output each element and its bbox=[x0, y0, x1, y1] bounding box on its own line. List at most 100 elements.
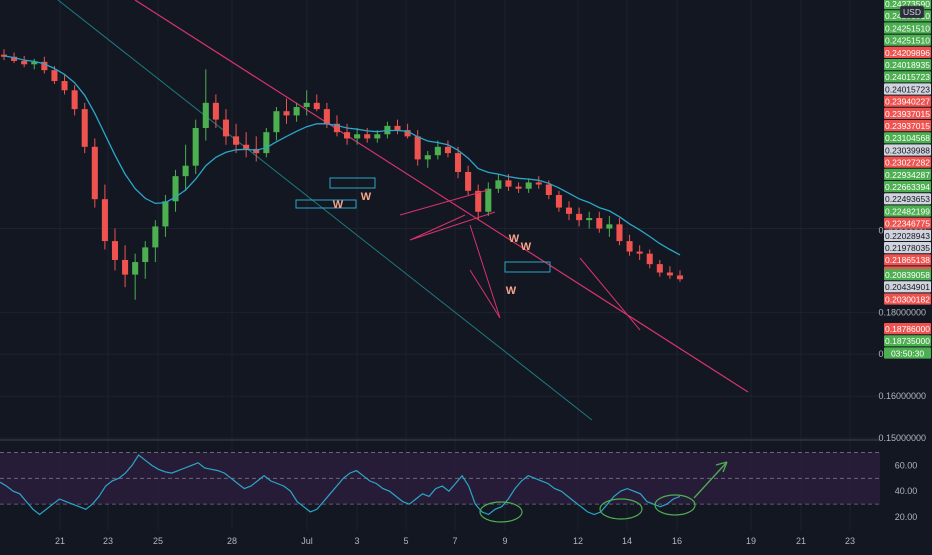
candle-body[interactable] bbox=[142, 247, 148, 262]
candle-body[interactable] bbox=[294, 107, 300, 115]
candle-body[interactable] bbox=[657, 264, 663, 272]
candle-body[interactable] bbox=[283, 111, 289, 115]
candle-body[interactable] bbox=[576, 214, 582, 220]
rsi-axis-tick-label: 20.00 bbox=[895, 512, 918, 522]
price-tag-label: 0.24251510 bbox=[885, 23, 930, 33]
pattern-label: W bbox=[509, 233, 520, 245]
candle-body[interactable] bbox=[72, 90, 78, 109]
candle-body[interactable] bbox=[586, 218, 592, 220]
price-tag-label: 0.20300182 bbox=[885, 294, 930, 304]
rsi-band bbox=[0, 452, 880, 504]
rsi-axis-tick-label: 60.00 bbox=[895, 460, 918, 470]
candle-body[interactable] bbox=[233, 136, 239, 144]
candle-body[interactable] bbox=[485, 189, 491, 212]
candle-body[interactable] bbox=[596, 218, 602, 228]
candle-body[interactable] bbox=[203, 103, 209, 128]
price-tag-label: 0.23937015 bbox=[885, 109, 930, 119]
candle-body[interactable] bbox=[51, 70, 57, 81]
candle-body[interactable] bbox=[162, 201, 168, 226]
price-tag-label: 0.23039988 bbox=[885, 145, 930, 155]
candle-body[interactable] bbox=[475, 191, 481, 212]
price-tag-label: 0.23104568 bbox=[885, 133, 930, 143]
candle-body[interactable] bbox=[435, 147, 441, 155]
currency-label: USD bbox=[903, 7, 921, 17]
time-axis-tick-label: 16 bbox=[672, 536, 682, 546]
time-axis-tick-label: 7 bbox=[452, 536, 457, 546]
pattern-label: W bbox=[361, 191, 372, 203]
candle-body[interactable] bbox=[495, 180, 501, 188]
rsi-axis-tick-label: 40.00 bbox=[895, 486, 918, 496]
candle-body[interactable] bbox=[122, 260, 128, 275]
candle-body[interactable] bbox=[82, 109, 88, 147]
candle-body[interactable] bbox=[516, 187, 522, 189]
candle-body[interactable] bbox=[243, 145, 249, 149]
time-axis-tick-label: Jul bbox=[301, 536, 313, 546]
price-tag-label: 0.22346775 bbox=[885, 219, 930, 229]
candle-body[interactable] bbox=[273, 111, 279, 132]
candle-body[interactable] bbox=[637, 252, 643, 254]
candle-body[interactable] bbox=[627, 241, 633, 251]
price-tag-label: 0.24209896 bbox=[885, 48, 930, 58]
candle-body[interactable] bbox=[112, 241, 118, 260]
candle-body[interactable] bbox=[536, 182, 542, 184]
candle-body[interactable] bbox=[647, 254, 653, 264]
price-tag-label: 0.23937015 bbox=[885, 121, 930, 131]
candle-body[interactable] bbox=[606, 224, 612, 228]
candle-body[interactable] bbox=[455, 153, 461, 172]
price-tag-label: 0.24251510 bbox=[885, 36, 930, 46]
candle-body[interactable] bbox=[394, 126, 400, 130]
candle-body[interactable] bbox=[314, 103, 320, 109]
price-tag-label: 0.18735000 bbox=[885, 336, 930, 346]
time-axis-tick-label: 9 bbox=[502, 536, 507, 546]
price-tag-label: 0.23027282 bbox=[885, 158, 930, 168]
candle-body[interactable] bbox=[152, 226, 158, 247]
pattern-label: W bbox=[506, 285, 517, 297]
price-tag-label: 0.23940227 bbox=[885, 97, 930, 107]
price-tag-label: 0.22493653 bbox=[885, 194, 930, 204]
price-tag-label: 0.21978035 bbox=[885, 243, 930, 253]
candle-body[interactable] bbox=[445, 147, 451, 153]
candle-body[interactable] bbox=[505, 180, 511, 186]
price-tag-label: 0.20839058 bbox=[885, 270, 930, 280]
candle-body[interactable] bbox=[415, 136, 421, 159]
candle-body[interactable] bbox=[546, 185, 552, 195]
candle-body[interactable] bbox=[213, 103, 219, 120]
candle-body[interactable] bbox=[304, 103, 310, 107]
candle-body[interactable] bbox=[465, 172, 471, 191]
candle-body[interactable] bbox=[556, 195, 562, 208]
price-tag-label: 0.22482199 bbox=[885, 206, 930, 216]
time-axis-tick-label: 14 bbox=[622, 536, 632, 546]
price-axis-tick-label: 0.15000000 bbox=[878, 433, 926, 443]
price-tag-label: 0.21865138 bbox=[885, 255, 930, 265]
candle-body[interactable] bbox=[677, 275, 683, 279]
candle-body[interactable] bbox=[344, 132, 350, 138]
candle-body[interactable] bbox=[102, 199, 108, 241]
time-axis-tick-label: 25 bbox=[153, 536, 163, 546]
candle-body[interactable] bbox=[263, 132, 269, 153]
time-axis-tick-label: 21 bbox=[796, 536, 806, 546]
price-tag-label: 0.24015723 bbox=[885, 84, 930, 94]
candle-body[interactable] bbox=[526, 182, 532, 188]
time-axis-tick-label: 19 bbox=[746, 536, 756, 546]
candle-body[interactable] bbox=[223, 120, 229, 137]
price-tag-label: 0.24015723 bbox=[885, 72, 930, 82]
candle-body[interactable] bbox=[324, 109, 330, 124]
candle-body[interactable] bbox=[132, 262, 138, 275]
candle-body[interactable] bbox=[364, 134, 370, 138]
candle-body[interactable] bbox=[62, 81, 68, 90]
time-axis-tick-label: 28 bbox=[227, 536, 237, 546]
candle-body[interactable] bbox=[183, 166, 189, 176]
candle-body[interactable] bbox=[616, 224, 622, 241]
candle-body[interactable] bbox=[374, 134, 380, 138]
candle-body[interactable] bbox=[92, 147, 98, 199]
candle-body[interactable] bbox=[566, 208, 572, 214]
candle-body[interactable] bbox=[354, 134, 360, 138]
candle-body[interactable] bbox=[425, 155, 431, 159]
price-axis-tick-label: 0.16000000 bbox=[878, 391, 926, 401]
candle-body[interactable] bbox=[21, 61, 27, 64]
time-axis-tick-label: 23 bbox=[103, 536, 113, 546]
candle-body[interactable] bbox=[193, 128, 199, 166]
candle-body[interactable] bbox=[667, 273, 673, 276]
